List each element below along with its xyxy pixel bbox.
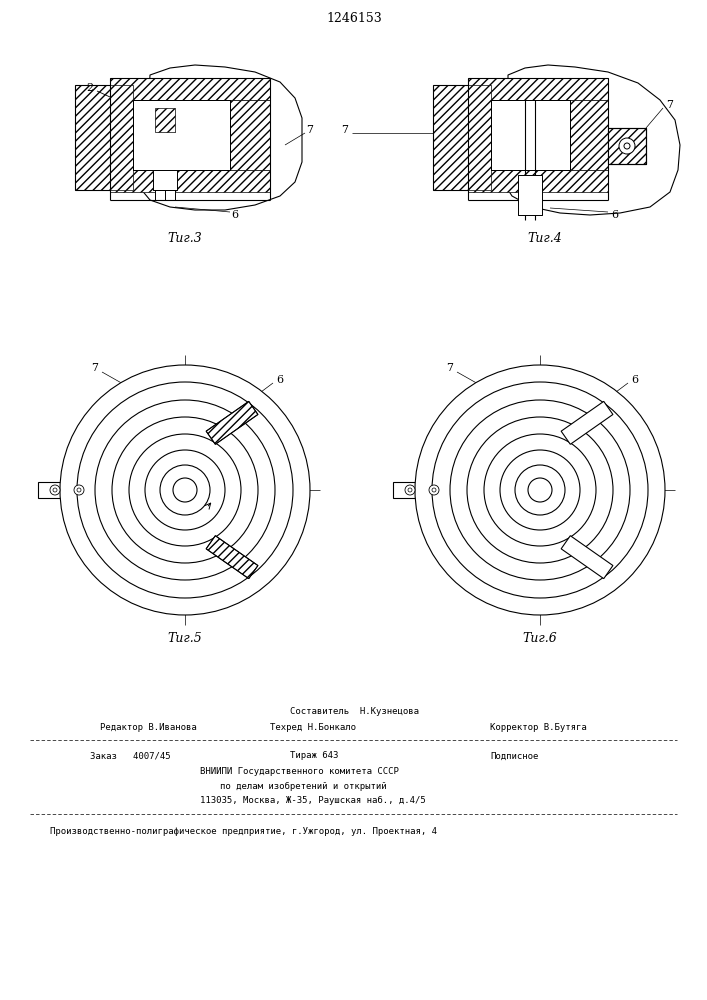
Bar	[155, 108, 175, 132]
Polygon shape	[138, 65, 302, 210]
Circle shape	[214, 543, 224, 553]
Bar	[608, 128, 646, 164]
Circle shape	[217, 546, 221, 550]
Bar	[468, 78, 608, 100]
Text: 7: 7	[307, 125, 313, 135]
Circle shape	[240, 561, 250, 571]
Circle shape	[240, 409, 250, 419]
Circle shape	[569, 543, 579, 553]
Circle shape	[217, 430, 221, 434]
Circle shape	[429, 485, 439, 495]
Polygon shape	[561, 401, 613, 444]
Bar	[38, 482, 96, 498]
Text: Подписное: Подписное	[490, 752, 538, 760]
Circle shape	[77, 488, 81, 492]
Bar	[153, 170, 177, 190]
Bar	[491, 100, 570, 170]
Circle shape	[598, 412, 602, 416]
Bar	[110, 78, 270, 100]
Bar	[75, 85, 133, 190]
Bar	[230, 100, 270, 170]
Circle shape	[619, 138, 635, 154]
Polygon shape	[206, 401, 258, 444]
Circle shape	[432, 382, 648, 598]
Bar	[110, 170, 270, 192]
Text: 6: 6	[612, 210, 619, 220]
Circle shape	[53, 488, 57, 492]
Bar	[468, 170, 608, 192]
Bar	[393, 482, 451, 498]
Circle shape	[415, 365, 665, 615]
Text: Τиг.6: Τиг.6	[522, 632, 557, 645]
Text: Техред Н.Бонкало: Техред Н.Бонкало	[270, 724, 356, 732]
Circle shape	[569, 427, 579, 437]
Bar	[608, 128, 646, 164]
Circle shape	[595, 561, 604, 571]
Text: 7: 7	[667, 100, 674, 110]
Circle shape	[60, 365, 310, 615]
Circle shape	[50, 485, 60, 495]
Text: 7: 7	[447, 363, 453, 373]
Circle shape	[467, 417, 613, 563]
Text: ВНИИПИ Государственного комитета СССР: ВНИИПИ Государственного комитета СССР	[200, 768, 399, 776]
Circle shape	[598, 564, 602, 568]
Bar	[433, 85, 491, 190]
Text: Редактор В.Иванова: Редактор В.Иванова	[100, 724, 197, 732]
Circle shape	[77, 382, 293, 598]
Circle shape	[160, 465, 210, 515]
Circle shape	[112, 417, 258, 563]
Polygon shape	[561, 536, 613, 579]
Text: Заказ   4007/45: Заказ 4007/45	[90, 752, 170, 760]
Text: 6: 6	[276, 375, 284, 385]
Circle shape	[95, 400, 275, 580]
Circle shape	[572, 546, 576, 550]
Text: 113035, Москва, Ж-35, Раушская наб., д.4/5: 113035, Москва, Ж-35, Раушская наб., д.4…	[200, 795, 426, 805]
Circle shape	[450, 400, 630, 580]
Bar	[133, 100, 230, 170]
Circle shape	[624, 143, 630, 149]
Circle shape	[129, 434, 241, 546]
Circle shape	[214, 427, 224, 437]
Bar	[518, 175, 542, 215]
Circle shape	[595, 409, 604, 419]
Circle shape	[243, 564, 247, 568]
Text: Τиг.3: Τиг.3	[168, 232, 202, 244]
Circle shape	[500, 450, 580, 530]
Text: Тираж 643: Тираж 643	[290, 752, 339, 760]
Text: 7: 7	[341, 125, 349, 135]
Circle shape	[408, 488, 412, 492]
Bar	[155, 170, 175, 200]
Text: 1246153: 1246153	[326, 11, 382, 24]
Polygon shape	[500, 65, 680, 215]
Circle shape	[432, 488, 436, 492]
Text: 2: 2	[86, 83, 93, 93]
Text: Τиг.5: Τиг.5	[168, 632, 202, 645]
Text: Τиг.4: Τиг.4	[527, 232, 562, 244]
Circle shape	[74, 485, 84, 495]
Circle shape	[173, 478, 197, 502]
Text: по делам изобретений и открытий: по делам изобретений и открытий	[220, 781, 387, 791]
Circle shape	[405, 485, 415, 495]
Circle shape	[528, 478, 552, 502]
Text: Составитель  Н.Кузнецова: Составитель Н.Кузнецова	[289, 708, 419, 716]
Text: 7: 7	[91, 363, 98, 373]
Circle shape	[243, 412, 247, 416]
Circle shape	[145, 450, 225, 530]
Bar	[570, 100, 608, 170]
Text: Корректор В.Бутяга: Корректор В.Бутяга	[490, 724, 587, 732]
Circle shape	[484, 434, 596, 546]
Text: 6: 6	[231, 210, 238, 220]
Circle shape	[572, 430, 576, 434]
Text: Производственно-полиграфическое предприятие, г.Ужгород, ул. Проектная, 4: Производственно-полиграфическое предприя…	[50, 828, 437, 836]
Circle shape	[515, 465, 565, 515]
Text: 6: 6	[631, 375, 638, 385]
Polygon shape	[206, 536, 258, 579]
